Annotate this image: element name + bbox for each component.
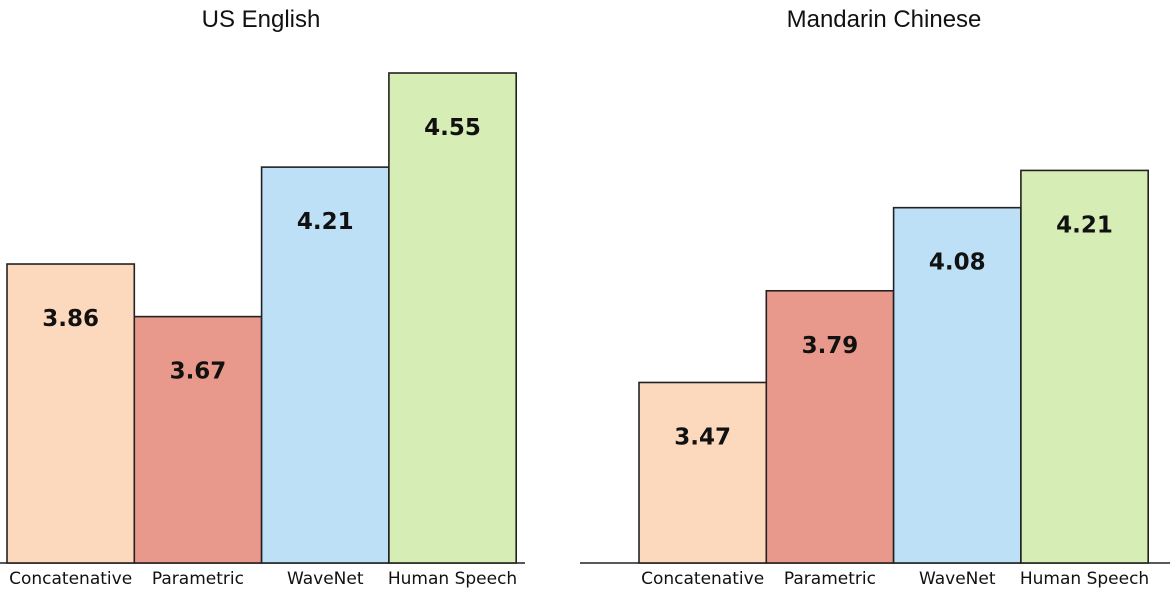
data-label-us-english-concatenative: 3.86 (42, 306, 99, 332)
tick-label-us-english-concatenative: Concatenative (9, 569, 132, 589)
data-label-mandarin-chinese-human-speech: 4.21 (1056, 212, 1113, 238)
data-label-us-english-parametric: 3.67 (170, 359, 227, 385)
tick-label-mandarin-chinese-human-speech: Human Speech (1020, 569, 1149, 589)
tick-label-mandarin-chinese-wavenet: WaveNet (919, 569, 996, 589)
tick-label-mandarin-chinese-concatenative: Concatenative (641, 569, 764, 589)
tick-label-us-english-human-speech: Human Speech (388, 569, 517, 589)
data-label-mandarin-chinese-wavenet: 4.08 (929, 250, 986, 276)
bar-mandarin-chinese-concatenative (638, 381, 768, 564)
chart-title-us-english: US English (202, 6, 321, 33)
chart-title-mandarin-chinese: Mandarin Chinese (787, 6, 982, 33)
tick-label-us-english-wavenet: WaveNet (287, 569, 364, 589)
bar-us-english-human-speech (388, 72, 517, 564)
tick-label-mandarin-chinese-parametric: Parametric (784, 569, 876, 589)
bar-us-english-wavenet (260, 166, 390, 564)
bar-mandarin-chinese-wavenet (892, 206, 1022, 564)
data-label-mandarin-chinese-parametric: 3.79 (802, 333, 859, 359)
bar-mandarin-chinese-parametric (765, 289, 895, 564)
tick-label-us-english-parametric: Parametric (152, 569, 244, 589)
chart-panel-us-english: US English 3.86 Concatenative 3.67 Parametr… (0, 6, 525, 589)
bar-us-english-parametric (133, 315, 263, 564)
data-label-mandarin-chinese-concatenative: 3.47 (674, 424, 731, 450)
chart-panel-mandarin-chinese: Mandarin Chinese 3.47 Concatenative 3.79 Pa… (580, 6, 1170, 589)
data-label-us-english-wavenet: 4.21 (297, 209, 354, 235)
data-label-us-english-human-speech: 4.55 (424, 115, 481, 141)
bar-mandarin-chinese-human-speech (1020, 169, 1150, 564)
bar-us-english-concatenative (6, 263, 136, 564)
